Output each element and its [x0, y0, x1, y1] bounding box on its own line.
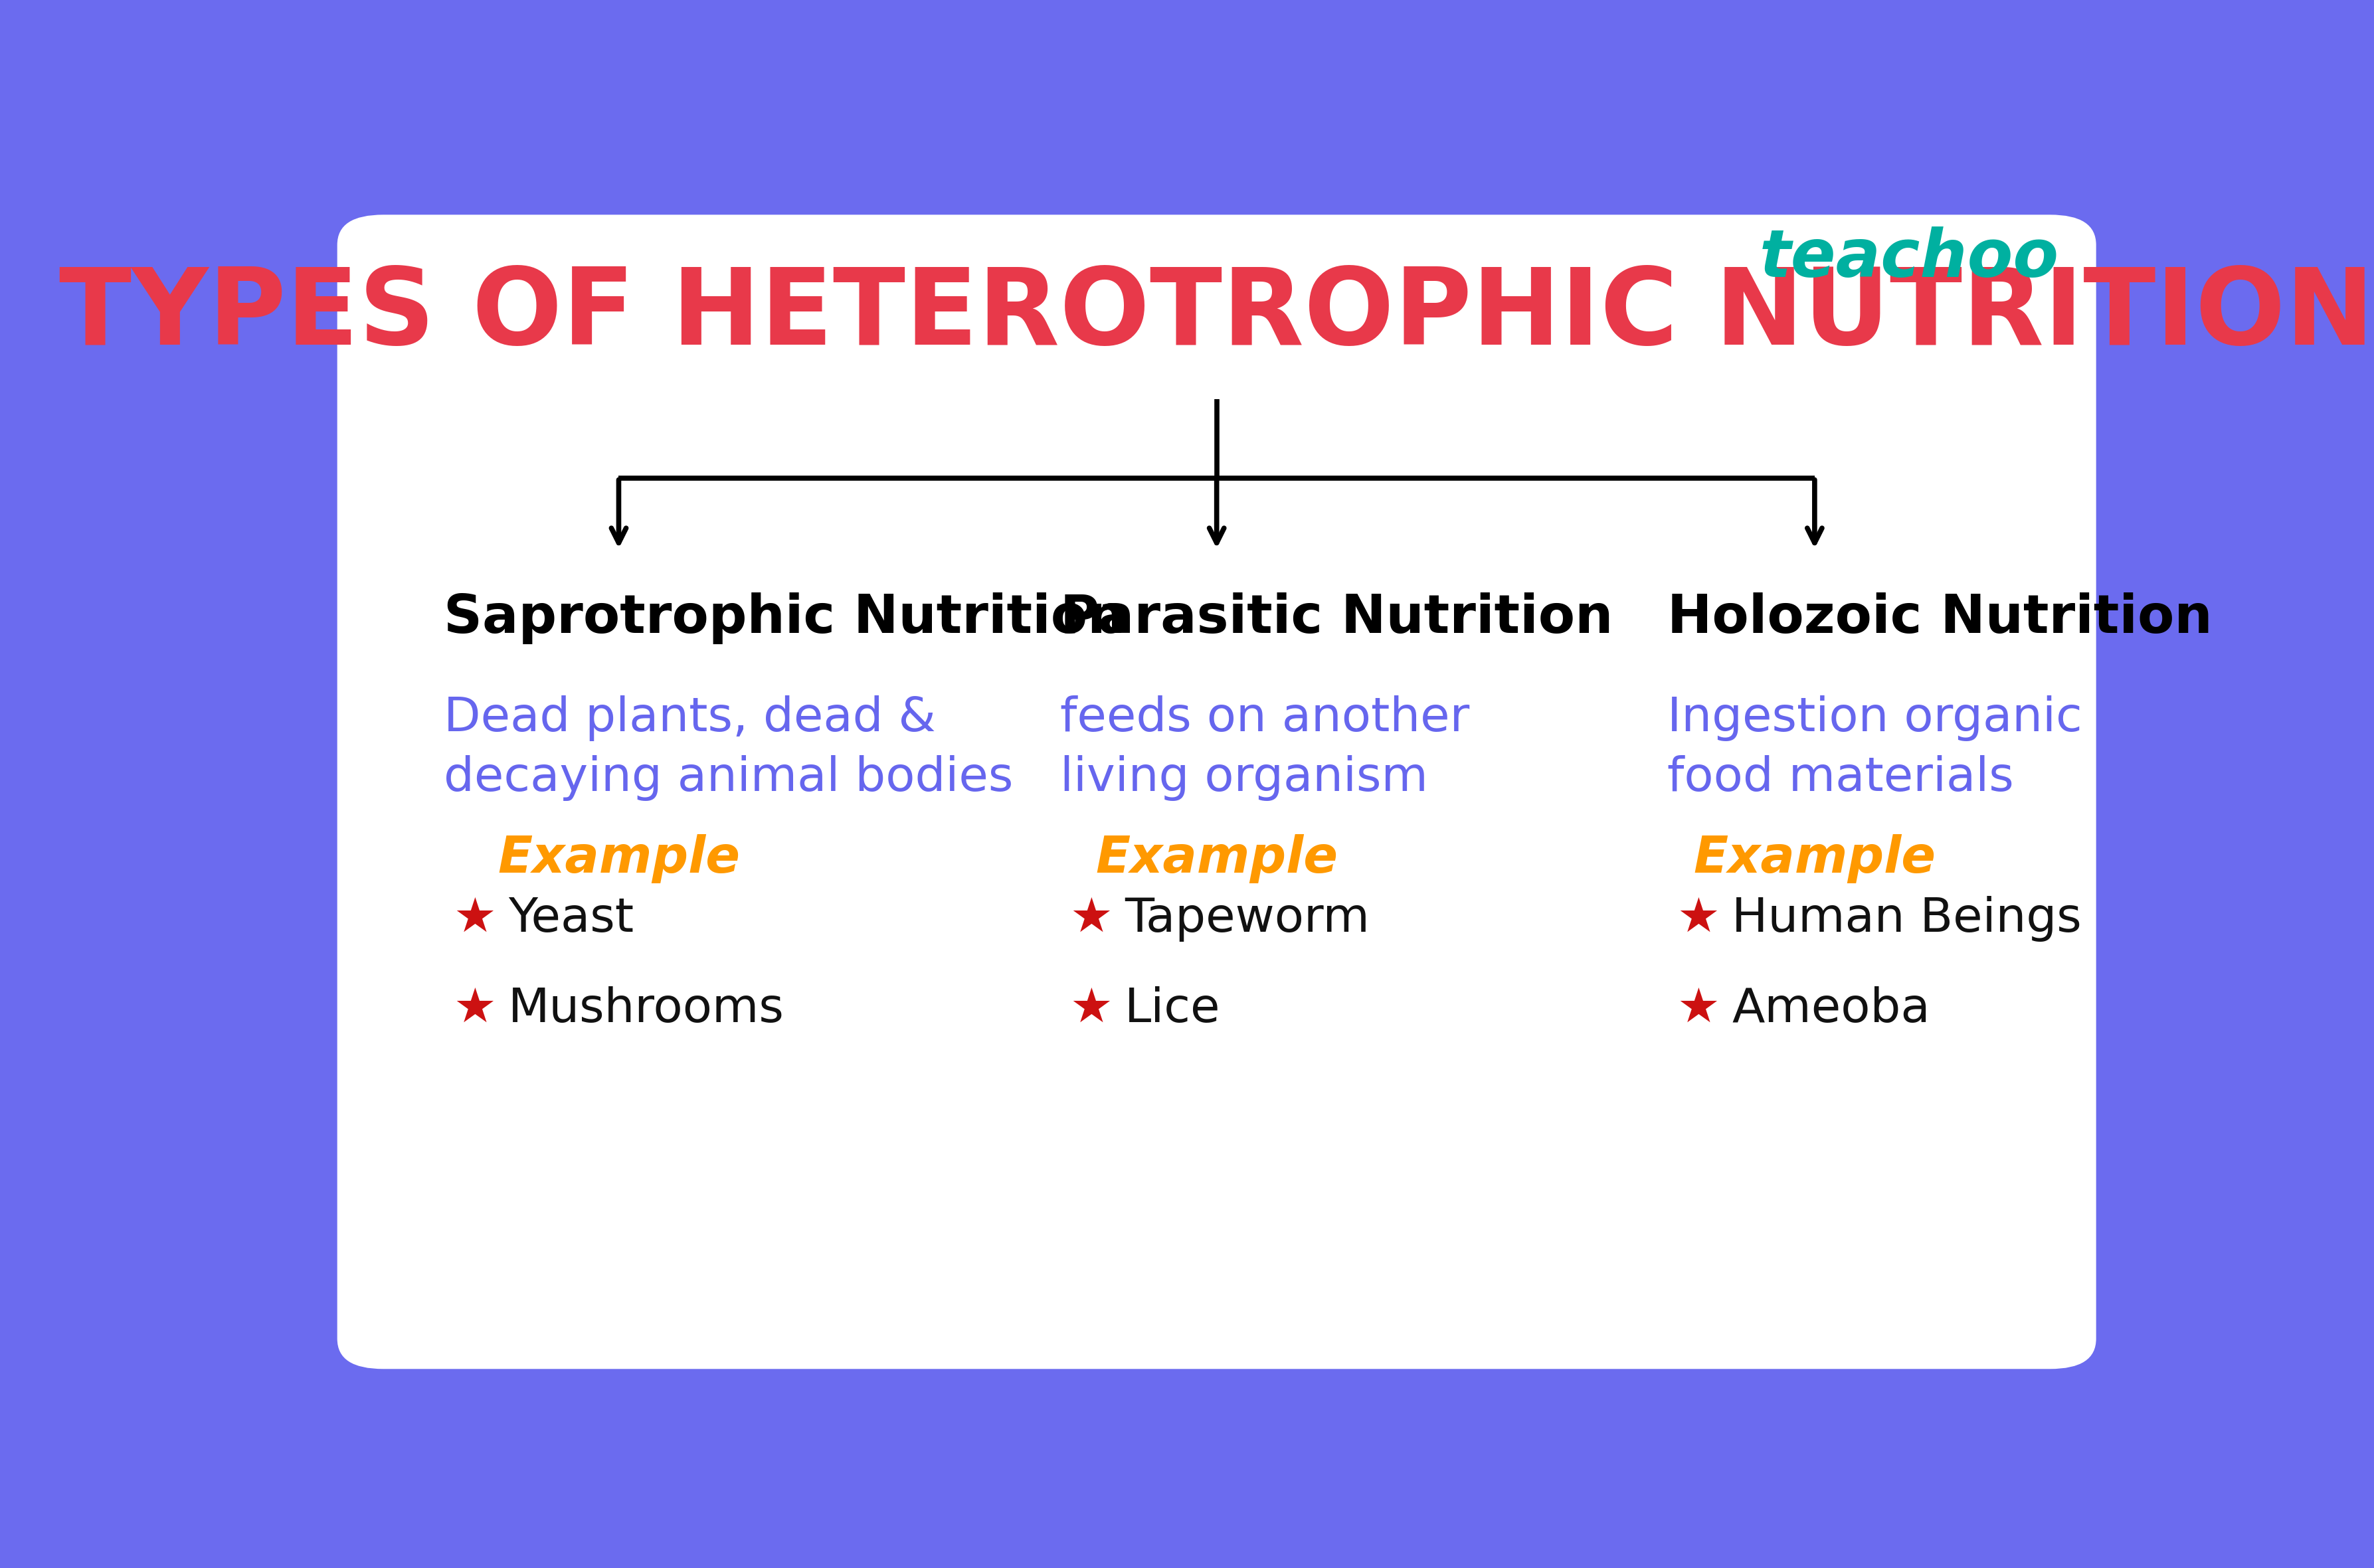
- Text: Mushrooms: Mushrooms: [508, 986, 783, 1032]
- Text: teachoo: teachoo: [1759, 227, 2058, 292]
- Text: Ameoba: Ameoba: [1733, 986, 1930, 1032]
- Text: Example: Example: [499, 834, 741, 883]
- Text: ★: ★: [1068, 895, 1113, 941]
- Text: ★: ★: [1676, 895, 1719, 941]
- Text: Yeast: Yeast: [508, 895, 634, 941]
- Text: ★: ★: [453, 895, 496, 941]
- Text: TYPES OF HETEROTROPHIC NUTRITION: TYPES OF HETEROTROPHIC NUTRITION: [59, 263, 2374, 367]
- Text: Parasitic Nutrition: Parasitic Nutrition: [1061, 593, 1614, 644]
- FancyBboxPatch shape: [337, 215, 2096, 1369]
- Text: ★: ★: [1068, 986, 1113, 1032]
- Text: Holozoic Nutrition: Holozoic Nutrition: [1667, 593, 2213, 644]
- Text: Human Beings: Human Beings: [1733, 895, 2082, 941]
- Text: ★: ★: [1676, 986, 1719, 1032]
- Text: ★: ★: [453, 986, 496, 1032]
- Text: Example: Example: [1693, 834, 1935, 883]
- Text: Saprotrophic Nutrition: Saprotrophic Nutrition: [444, 593, 1125, 644]
- Text: Lice: Lice: [1125, 986, 1220, 1032]
- Text: Ingestion organic
food materials: Ingestion organic food materials: [1667, 695, 2082, 801]
- Text: Example: Example: [1094, 834, 1339, 883]
- Text: Tapeworm: Tapeworm: [1125, 895, 1370, 941]
- Text: feeds on another
living organism: feeds on another living organism: [1061, 695, 1470, 801]
- Text: Dead plants, dead &
decaying animal bodies: Dead plants, dead & decaying animal bodi…: [444, 695, 1014, 801]
